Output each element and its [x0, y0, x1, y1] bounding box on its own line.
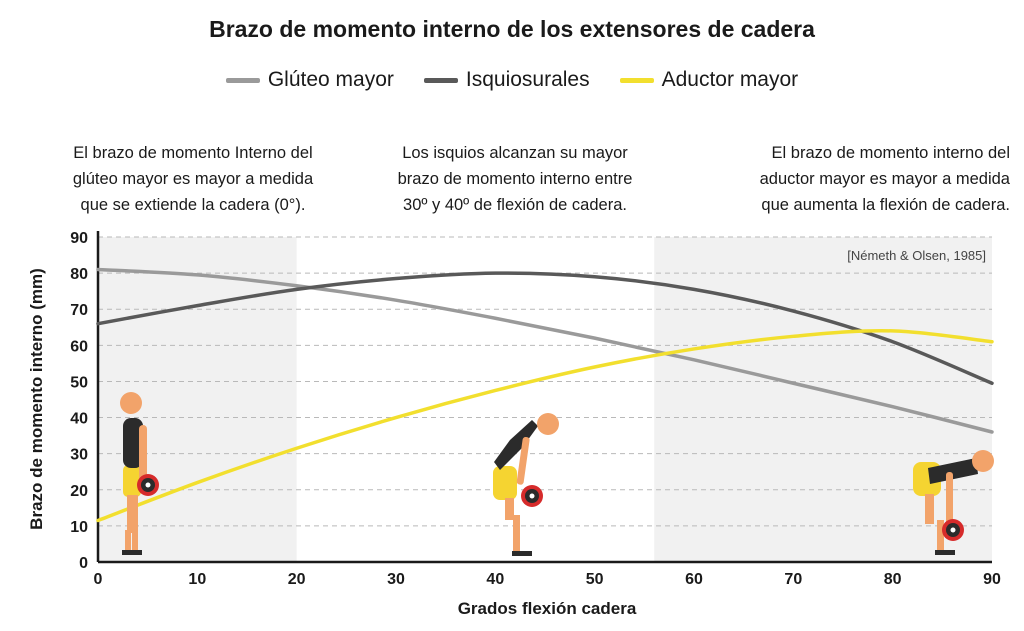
- legend-swatch-isquiosurales: [423, 77, 458, 83]
- annotation-isquios-line-2: brazo de momento interno entre: [397, 170, 633, 188]
- legend-label-aductor: Aductor mayor: [661, 68, 799, 91]
- shaded-region-2: [654, 237, 992, 562]
- y-axis-title: Brazo de momento interno (mm): [27, 268, 46, 530]
- y-tick-label-0: 0: [79, 555, 88, 572]
- source-citation: [Németh & Olsen, 1985]: [847, 248, 986, 263]
- annotation-isquios-line-3: 30º y 40º de flexión de cadera.: [403, 196, 627, 214]
- legend-item-gluteo: Glúteo mayor: [225, 68, 394, 92]
- x-tick-label-40: 40: [486, 571, 504, 588]
- legend-swatch-aductor: [619, 77, 654, 83]
- annotation-gluteo-line-1: El brazo de momento Interno del: [73, 144, 313, 162]
- y-tick-label-50: 50: [70, 374, 88, 391]
- figure-deep-bend: [913, 450, 994, 555]
- x-tick-label-10: 10: [188, 571, 206, 588]
- x-tick-label-80: 80: [884, 571, 902, 588]
- y-tick-label-60: 60: [70, 338, 88, 355]
- series-line-gluteo-mayor: [96, 267, 994, 434]
- y-tick-label-80: 80: [70, 266, 88, 283]
- y-tick-label-40: 40: [70, 411, 88, 428]
- annotation-aductor: El brazo de momento interno del aductor …: [680, 140, 1010, 218]
- annotation-gluteo-line-3: que se extiende la cadera (0°).: [80, 196, 306, 214]
- y-tick-label-20: 20: [70, 483, 88, 500]
- y-tick-label-10: 10: [70, 519, 88, 536]
- annotation-isquios: Los isquios alcanzan su mayor brazo de m…: [360, 140, 670, 218]
- annotation-gluteo-line-2: glúteo mayor es mayor a medida: [72, 170, 314, 188]
- series-line-isquiosurales: [96, 271, 994, 385]
- y-tick-label-90: 90: [70, 230, 88, 247]
- x-tick-label-60: 60: [685, 571, 703, 588]
- x-tick-label-90: 90: [983, 571, 1001, 588]
- x-tick-label-70: 70: [784, 571, 802, 588]
- annotation-gluteo: El brazo de momento Interno del glúteo m…: [38, 140, 348, 218]
- y-tick-label-30: 30: [70, 447, 88, 464]
- legend: Glúteo mayor Isquiosurales Aductor mayor: [0, 68, 1024, 92]
- legend-label-isquiosurales: Isquiosurales: [465, 68, 590, 91]
- x-tick-label-50: 50: [586, 571, 604, 588]
- x-axis-title: Grados flexión cadera: [458, 599, 637, 618]
- legend-swatch-gluteo: [225, 77, 260, 83]
- legend-item-aductor: Aductor mayor: [619, 68, 799, 92]
- legend-item-isquiosurales: Isquiosurales: [423, 68, 590, 92]
- y-tick-label-70: 70: [70, 302, 88, 319]
- figure-standing: [120, 392, 159, 555]
- x-tick-label-30: 30: [387, 571, 405, 588]
- figure-mid-bend: [493, 413, 559, 556]
- x-tick-label-20: 20: [288, 571, 306, 588]
- annotation-aductor-line-3: que aumenta la flexión de cadera.: [761, 196, 1010, 214]
- series-line-aductor-mayor: [96, 328, 994, 523]
- annotation-aductor-line-1: El brazo de momento interno del: [771, 144, 1010, 162]
- legend-label-gluteo: Glúteo mayor: [267, 68, 394, 91]
- x-tick-label-0: 0: [94, 571, 103, 588]
- annotation-aductor-line-2: aductor mayor es mayor a medida: [759, 170, 1010, 188]
- chart-title: Brazo de momento interno de los extensor…: [209, 16, 815, 42]
- annotation-isquios-line-1: Los isquios alcanzan su mayor: [402, 144, 628, 162]
